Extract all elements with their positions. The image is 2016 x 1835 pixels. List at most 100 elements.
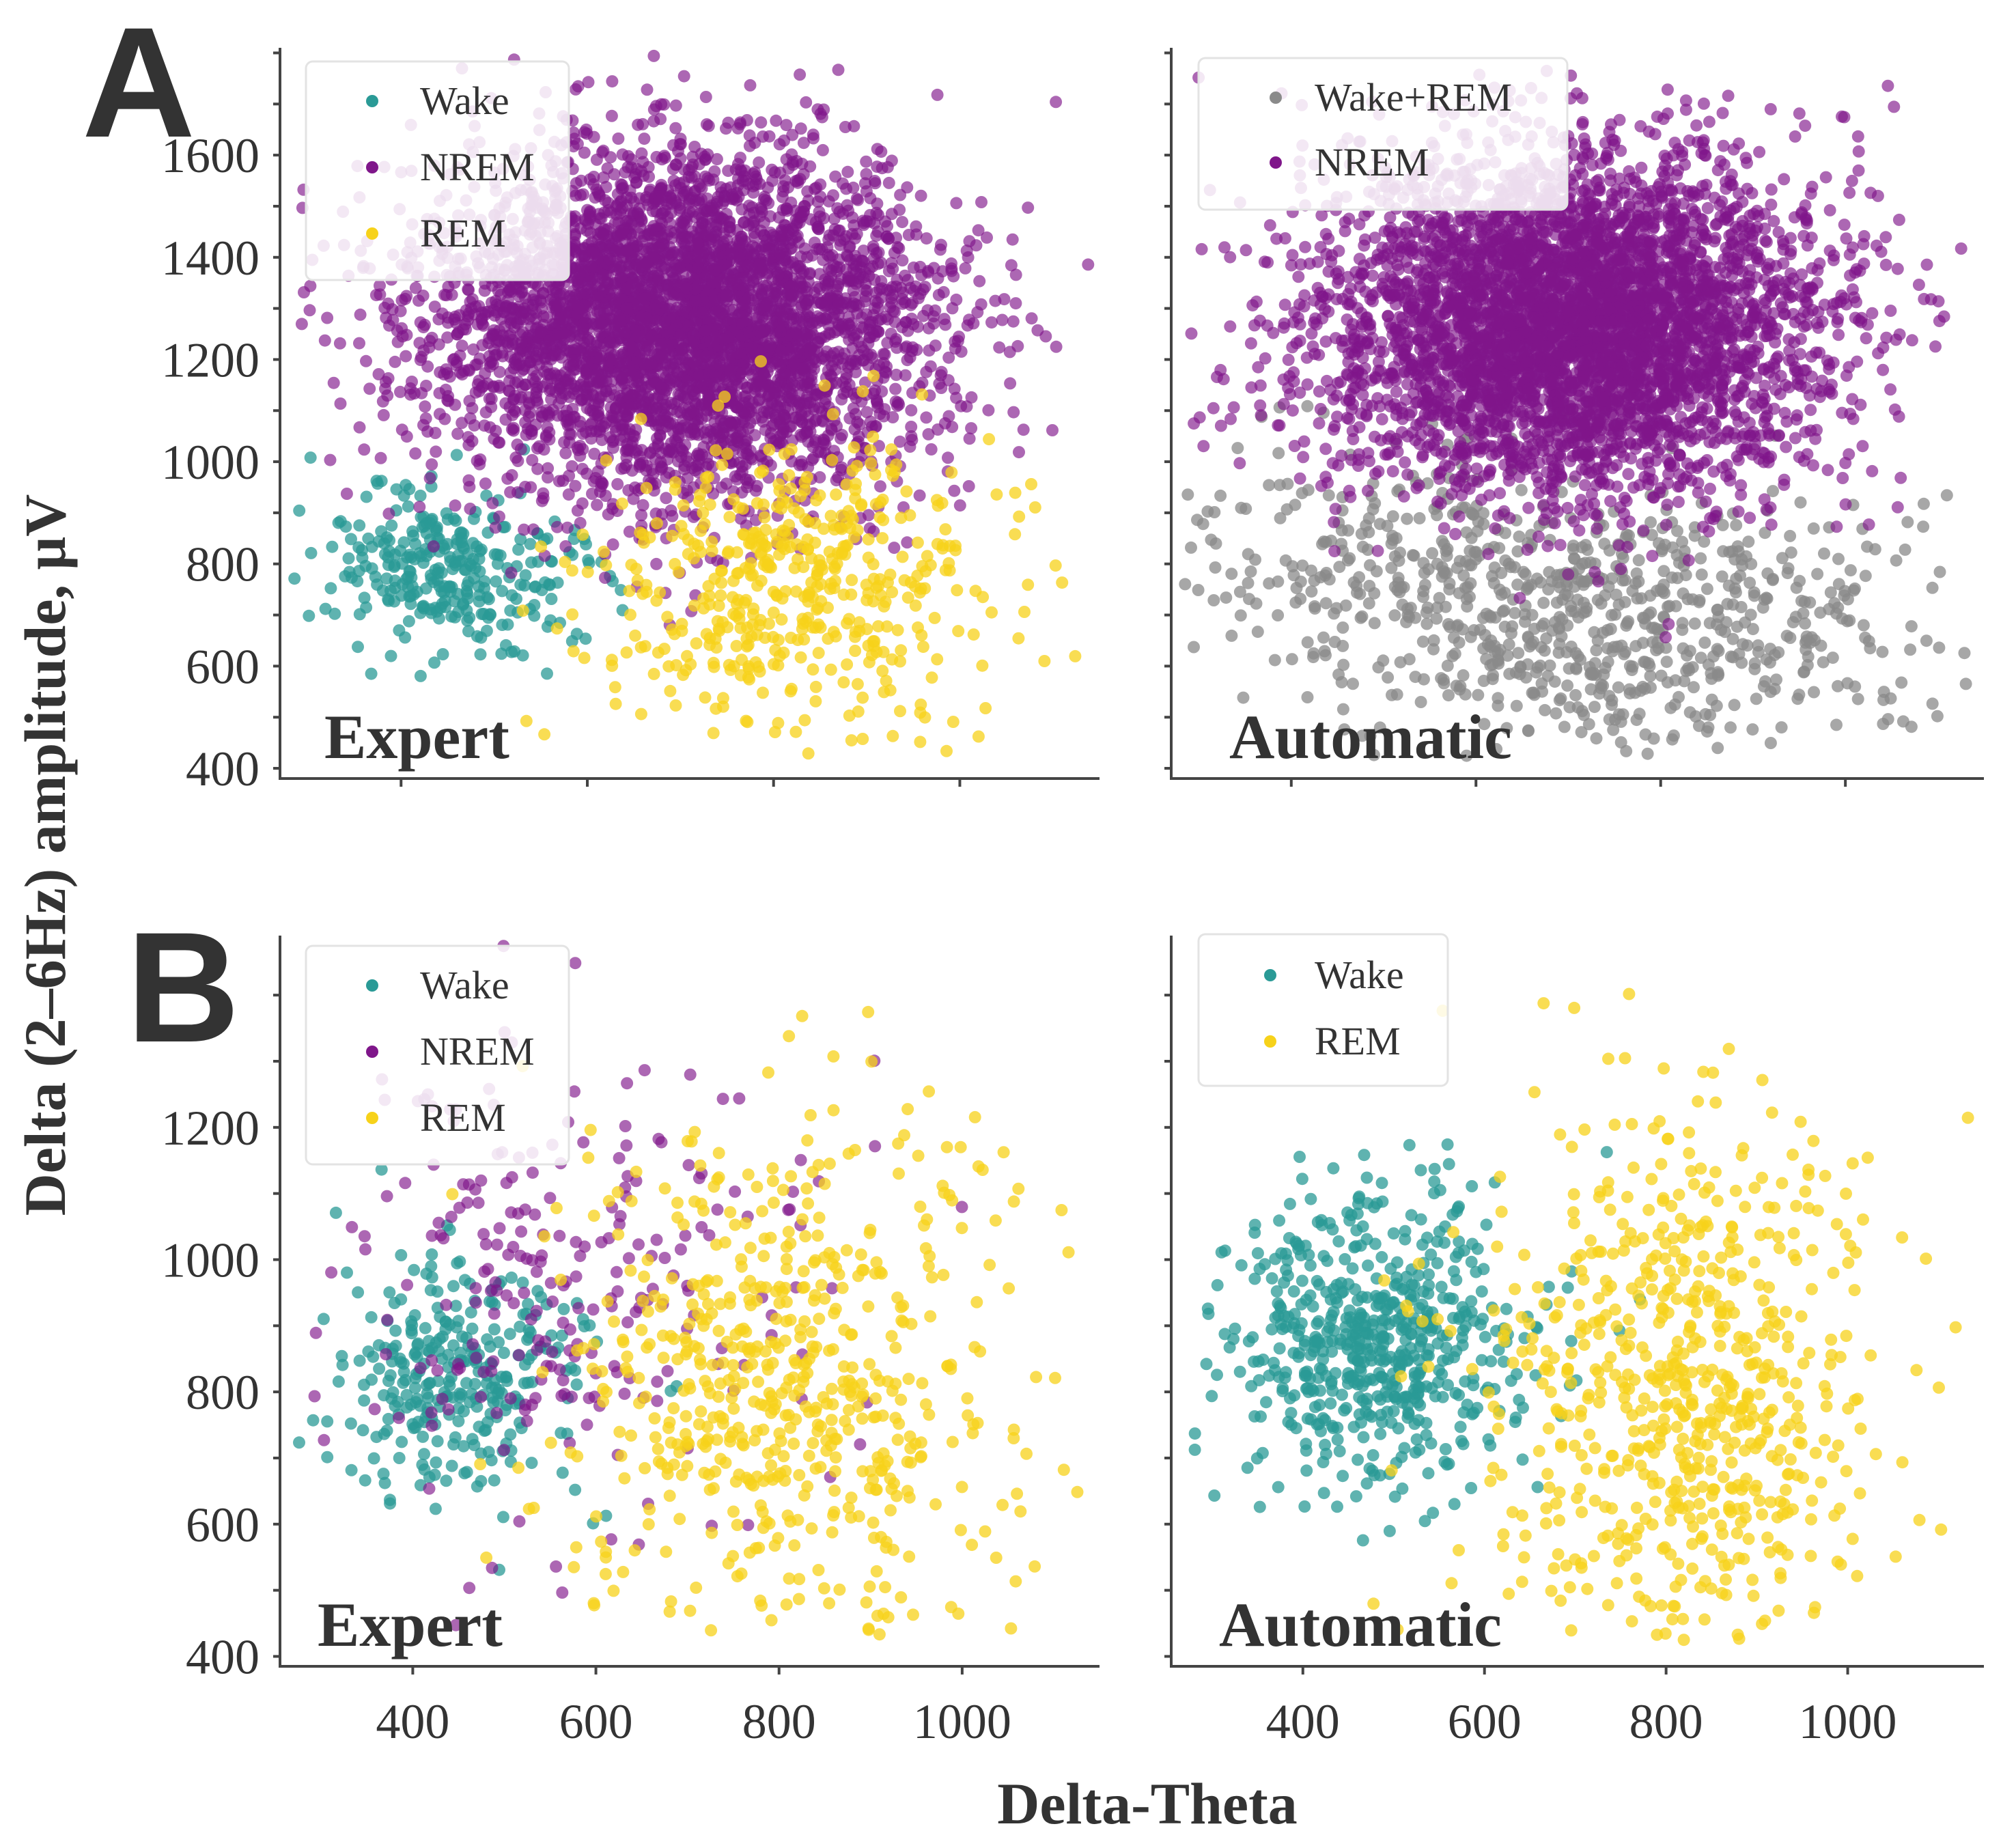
- data-point: [648, 303, 661, 316]
- data-point: [376, 395, 389, 408]
- data-point: [685, 406, 698, 419]
- data-point: [705, 199, 718, 212]
- data-point: [778, 447, 791, 460]
- data-point: [1009, 297, 1022, 310]
- data-point: [932, 423, 944, 436]
- data-point: [324, 453, 337, 466]
- data-point: [396, 557, 409, 570]
- data-point: [561, 521, 574, 534]
- data-point: [1003, 346, 1016, 359]
- data-point: [432, 338, 445, 351]
- data-point: [503, 374, 516, 387]
- data-point: [461, 587, 474, 600]
- data-point: [1069, 649, 1082, 662]
- data-point: [932, 289, 945, 301]
- data-point: [724, 365, 737, 378]
- data-point: [399, 292, 412, 305]
- data-point: [640, 274, 653, 287]
- data-point: [559, 540, 572, 552]
- data-point: [605, 109, 618, 122]
- data-point: [400, 350, 412, 363]
- data-point: [632, 118, 645, 131]
- data-point: [880, 366, 893, 379]
- data-point: [419, 412, 432, 425]
- data-point: [406, 376, 418, 388]
- data-point: [441, 537, 454, 550]
- data-point: [609, 299, 622, 312]
- data-point: [621, 387, 634, 400]
- data-point: [529, 580, 542, 593]
- data-point: [1013, 446, 1025, 459]
- data-point: [417, 344, 430, 357]
- data-point: [385, 519, 398, 532]
- data-point: [841, 658, 854, 671]
- data-point: [699, 350, 712, 363]
- data-point: [827, 229, 840, 242]
- data-point: [542, 471, 554, 484]
- data-point: [488, 324, 501, 337]
- data-point: [527, 523, 540, 536]
- data-point: [457, 598, 469, 611]
- data-point: [672, 423, 685, 436]
- data-point: [795, 408, 808, 421]
- data-point: [774, 430, 787, 443]
- data-point: [841, 165, 854, 178]
- data-point: [462, 548, 474, 560]
- y-tick-label: 1200: [161, 333, 260, 387]
- data-point: [450, 537, 463, 550]
- data-point: [971, 306, 984, 319]
- data-point: [704, 335, 716, 348]
- data-point: [829, 170, 842, 183]
- data-point: [650, 314, 663, 327]
- data-point: [488, 432, 501, 445]
- data-point: [882, 265, 895, 277]
- data-point: [723, 511, 736, 524]
- data-point: [896, 254, 909, 267]
- data-point: [875, 145, 888, 158]
- data-point: [931, 653, 944, 666]
- data-point: [888, 542, 901, 555]
- data-point: [731, 347, 744, 360]
- data-point: [933, 377, 946, 390]
- data-point: [545, 593, 558, 605]
- data-point: [723, 225, 736, 238]
- data-point: [519, 404, 531, 417]
- data-point: [905, 421, 918, 433]
- data-point: [802, 194, 815, 207]
- data-point: [885, 443, 898, 456]
- data-point: [572, 303, 585, 315]
- y-tick-label: 400: [186, 742, 260, 796]
- data-point: [747, 167, 760, 180]
- data-point: [604, 151, 617, 164]
- data-point: [867, 387, 880, 400]
- data-point: [690, 316, 703, 329]
- data-point: [574, 516, 587, 529]
- data-point: [699, 91, 712, 103]
- data-point: [504, 313, 517, 326]
- data-point: [451, 328, 464, 341]
- data-point: [619, 166, 632, 179]
- data-point: [766, 163, 779, 176]
- data-point: [455, 526, 468, 539]
- data-point: [881, 337, 894, 350]
- data-point: [794, 122, 807, 135]
- data-point: [789, 725, 802, 738]
- data-point: [993, 341, 1006, 354]
- data-point: [776, 204, 789, 216]
- data-point: [647, 220, 660, 233]
- data-point: [559, 447, 572, 460]
- data-point: [526, 453, 539, 466]
- data-point: [417, 557, 430, 569]
- data-point: [615, 204, 627, 216]
- data-point: [491, 557, 504, 570]
- data-point: [450, 449, 463, 462]
- data-point: [493, 510, 505, 523]
- data-point: [395, 423, 408, 436]
- data-point: [509, 282, 522, 295]
- data-point: [467, 512, 480, 525]
- data-point: [407, 529, 420, 542]
- data-point: [907, 318, 920, 331]
- data-point: [327, 376, 340, 389]
- data-point: [409, 281, 422, 294]
